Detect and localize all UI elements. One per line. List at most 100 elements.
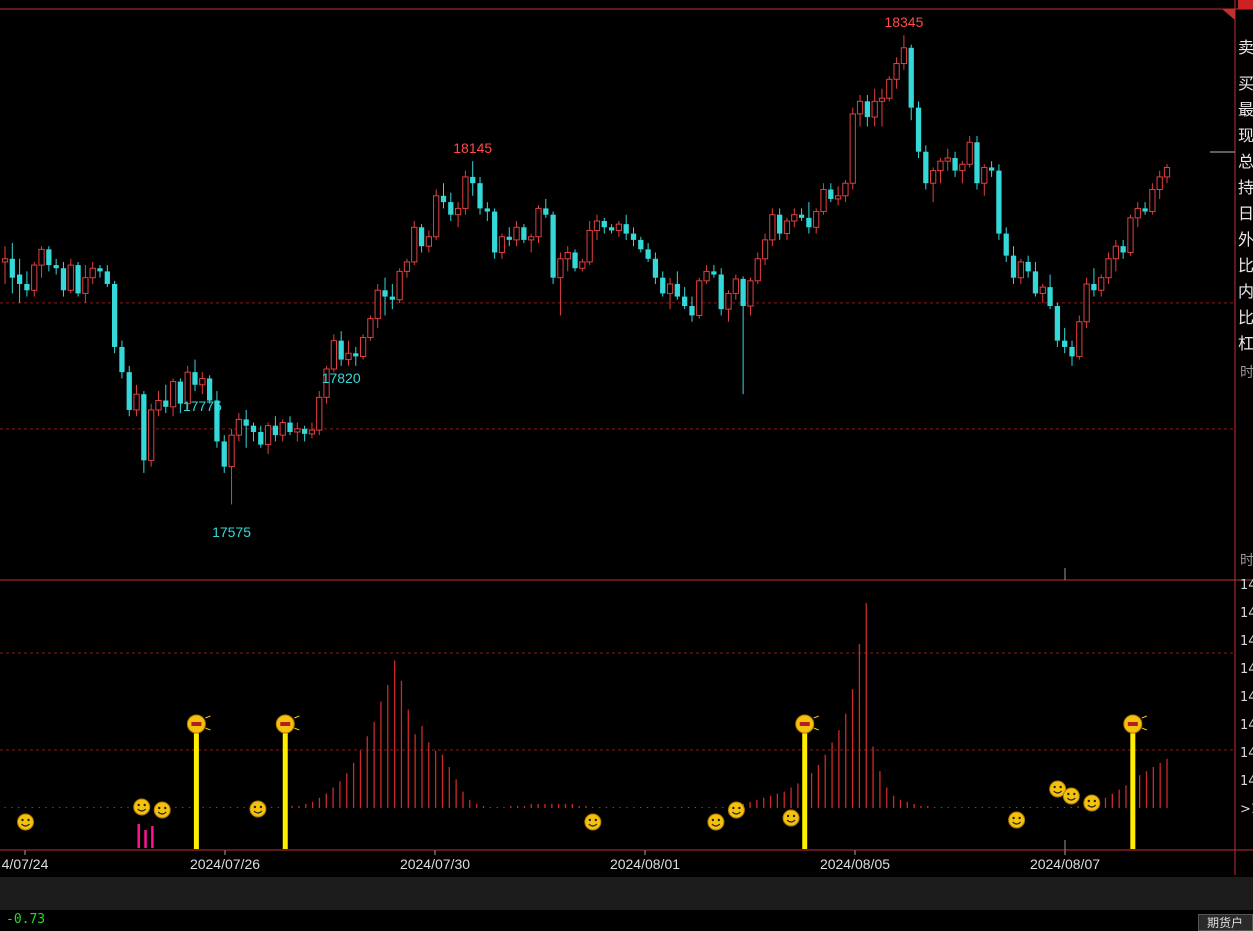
smiley-mouth — [1012, 821, 1022, 825]
smiley-eye — [1067, 792, 1070, 796]
candle-body-up — [323, 368, 330, 398]
signal-bar — [1130, 724, 1136, 849]
x-axis: 4/07/24 2024/07/26 2024/07/30 2024/08/01 202… — [2, 850, 1100, 872]
side-panel-label: 比 — [1238, 256, 1253, 275]
indicator-scale-label: 14 — [1240, 578, 1253, 593]
candle-body-down — [1091, 283, 1097, 291]
x-tick-label: 2024/08/05 — [820, 856, 890, 872]
candle-body-up — [31, 264, 38, 291]
candle-body-up — [535, 207, 542, 238]
candle-body-up — [696, 280, 703, 316]
smiley-eye — [717, 818, 721, 822]
candle-body-up — [959, 163, 966, 172]
smiley-marker — [1049, 780, 1067, 798]
smiley-eye — [1087, 799, 1091, 803]
smiley-eye — [1018, 816, 1021, 820]
candle-body-up — [593, 220, 601, 231]
x-tick-label: 2024/08/01 — [610, 856, 680, 872]
indicator-scale-label: 14 — [1240, 690, 1253, 705]
indicator-scale-label: 14 — [1240, 634, 1253, 649]
smiley-eye — [732, 806, 735, 810]
signal-bar — [282, 724, 288, 849]
x-tick-label: 2024/07/26 — [190, 856, 260, 872]
candle-body-down — [214, 400, 220, 442]
candle-body-up — [367, 318, 374, 339]
smiley-marker — [1083, 794, 1101, 812]
candle-body-up — [835, 195, 842, 200]
candle-body-down — [141, 394, 147, 461]
candle-body-up — [893, 63, 900, 80]
extreme-price-label: 17775 — [183, 398, 222, 414]
smiley-eye — [1059, 785, 1062, 789]
candle-body-up — [345, 352, 352, 361]
candle-body-down — [97, 268, 103, 272]
candle-body-up — [1098, 277, 1105, 291]
candle-body-up — [813, 211, 820, 228]
smiley-mouth — [588, 823, 598, 827]
candle-body-down — [674, 283, 680, 297]
candle-body-down — [740, 278, 746, 307]
candle-body-up — [732, 278, 739, 294]
candle-body-down — [46, 249, 52, 266]
candle-body-up — [944, 157, 951, 162]
candle-body-down — [221, 441, 227, 467]
signal-icon-mouth — [280, 722, 291, 726]
candle-body-down — [272, 425, 279, 436]
candle-body-up — [871, 100, 878, 118]
candle-body-down — [338, 340, 344, 360]
candle-body-down — [119, 346, 125, 373]
candle-body-up — [316, 396, 323, 431]
candle-body-up — [783, 220, 791, 235]
indicator-scale-label: >14 — [1240, 802, 1253, 817]
candle-body-down — [16, 274, 23, 284]
futures-account-button[interactable]: 期货户 — [1198, 914, 1253, 931]
smiley-eye — [1012, 816, 1015, 820]
candle-body-up — [403, 261, 411, 272]
candle-body-down — [9, 258, 15, 278]
candle-body-up — [849, 113, 856, 184]
candle-body-up — [433, 195, 440, 238]
candle-body-down — [543, 208, 549, 215]
smiley-mouth — [137, 808, 147, 812]
signal-icon-ray — [813, 715, 819, 719]
candle-body-up — [1163, 166, 1171, 178]
smiley-mouth — [786, 819, 796, 823]
smiley-eye — [158, 806, 161, 810]
candle-body-up — [235, 418, 242, 436]
candle-body-down — [572, 252, 578, 269]
signal-bar — [193, 724, 199, 849]
candle-body-up — [791, 214, 798, 222]
candle-body-up — [725, 292, 732, 310]
candle-body-up — [579, 261, 586, 269]
candle-body-down — [287, 422, 293, 432]
smiley-eye — [259, 805, 263, 809]
scroll-bar[interactable] — [0, 877, 1253, 910]
candle-body-down — [645, 249, 651, 259]
candle-body-down — [864, 101, 870, 118]
side-panel-label: 现 — [1238, 126, 1253, 145]
smiley-face — [249, 800, 267, 818]
candle-body-down — [492, 211, 498, 253]
side-panel-time-label: 时 — [1240, 365, 1253, 381]
candle-body-up — [1127, 217, 1134, 253]
smiley-marker — [1062, 787, 1080, 805]
smiley-face — [727, 801, 745, 819]
corner-logo — [1238, 0, 1253, 9]
candle-body-down — [623, 224, 629, 234]
candle-body-down — [389, 296, 395, 300]
candle-body-down — [682, 296, 688, 307]
smiley-marker — [782, 809, 800, 827]
candle-body-up — [557, 258, 564, 279]
candle-body-down — [206, 378, 213, 401]
candle-body-down — [418, 227, 425, 247]
candle-body-down — [163, 400, 169, 407]
signal-icon-mouth — [191, 722, 202, 726]
candle-body-up — [586, 229, 593, 263]
candle-body-up — [82, 277, 89, 294]
candle-body-up — [937, 160, 944, 172]
candle-body-down — [798, 214, 805, 218]
signal-icon — [1123, 714, 1148, 734]
smiley-marker — [584, 813, 602, 831]
candle-body-up — [330, 340, 337, 370]
smiley-mouth — [1087, 804, 1097, 808]
